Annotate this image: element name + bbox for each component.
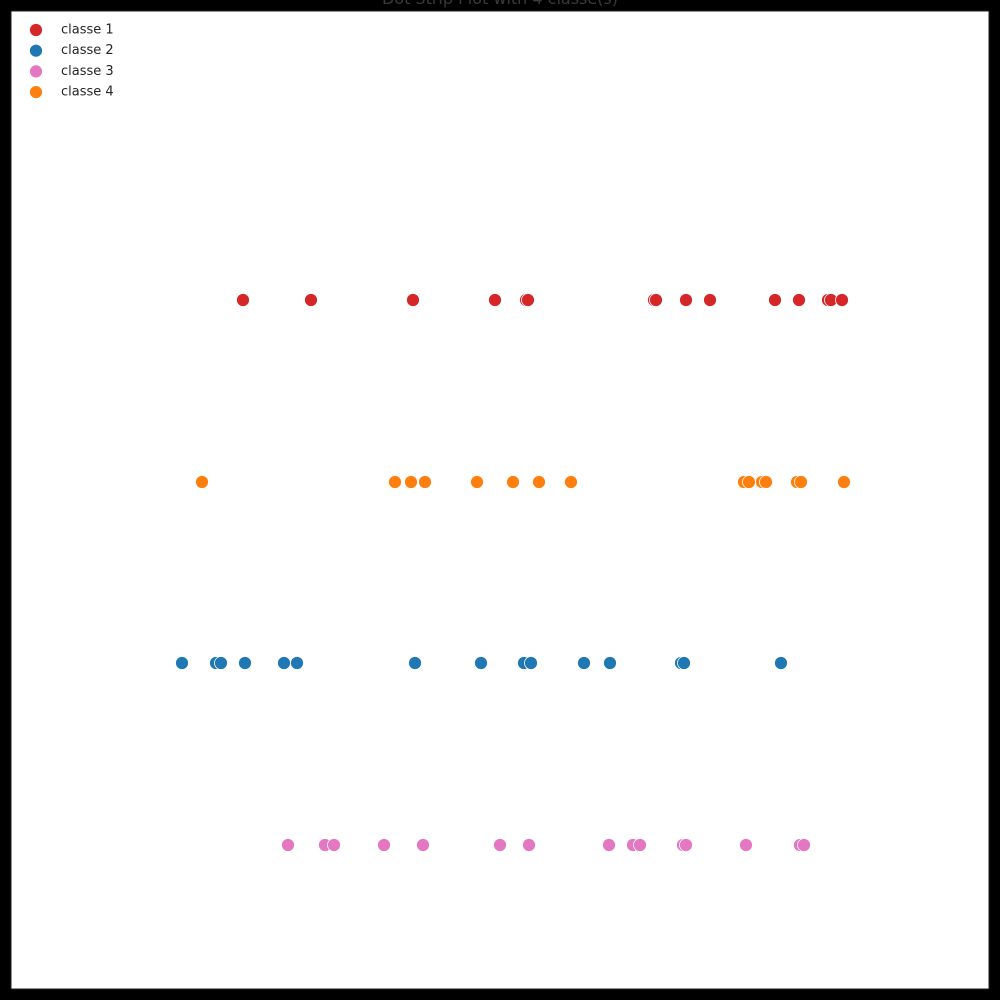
dot: [404, 475, 418, 489]
dot: [679, 838, 693, 852]
dot: [236, 293, 250, 307]
dot: [797, 838, 811, 852]
legend-marker: [29, 23, 43, 37]
dot: [649, 293, 663, 307]
dot: [388, 475, 402, 489]
dot: [703, 293, 717, 307]
dot: [277, 656, 291, 670]
dot: [792, 293, 806, 307]
legend-marker: [29, 85, 43, 99]
dot: [679, 293, 693, 307]
dot: [377, 838, 391, 852]
dot: [214, 656, 228, 670]
dot: [532, 475, 546, 489]
dot: [493, 838, 507, 852]
dot: [521, 293, 535, 307]
legend-marker: [29, 43, 43, 58]
dot: [290, 656, 304, 670]
dot: [175, 656, 189, 670]
dot: [602, 838, 616, 852]
dot: [603, 656, 617, 670]
dot: [408, 656, 422, 670]
dot: [488, 293, 502, 307]
dot: [759, 475, 773, 489]
dot: [304, 293, 318, 307]
dot: [768, 293, 782, 307]
dot: [238, 656, 252, 670]
dot: [522, 838, 536, 852]
dot: [774, 656, 788, 670]
dot: [327, 838, 341, 852]
dot: [564, 475, 578, 489]
dot: [633, 838, 647, 852]
dot: [406, 293, 420, 307]
legend-marker: [29, 64, 43, 79]
dot: [416, 838, 430, 852]
dot: [577, 656, 591, 670]
dot: [739, 838, 753, 852]
dot: [524, 656, 538, 670]
dot: [470, 475, 484, 489]
legend-label: classe 4: [61, 85, 114, 100]
legend-label: classe 2: [61, 43, 114, 58]
chart-title: Dot Strip Plot with 4 classe(s): [382, 0, 618, 8]
dot: [835, 293, 849, 307]
dot: [281, 838, 295, 852]
dot: [474, 656, 488, 670]
dot: [677, 656, 691, 670]
dot: [195, 475, 209, 489]
legend-label: classe 3: [61, 64, 114, 79]
dot: [506, 475, 520, 489]
dot: [742, 475, 756, 489]
legend-label: classe 1: [61, 23, 114, 38]
dot: [794, 475, 808, 489]
dot: [418, 475, 432, 489]
dot: [837, 475, 851, 489]
plot-area: [10, 10, 990, 990]
